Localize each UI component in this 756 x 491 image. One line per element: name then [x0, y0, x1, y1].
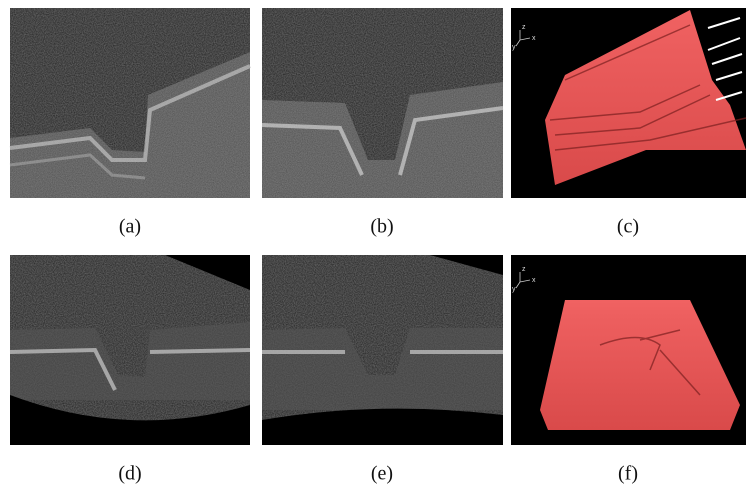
panel-d: [10, 255, 250, 445]
figure: z y x z y x (a) (b) (c) (d) (e) (f): [0, 0, 756, 491]
panel-e: [262, 255, 503, 445]
panel-f: z y x: [511, 255, 746, 445]
axis-label: z: [522, 266, 526, 273]
caption: (e): [371, 463, 393, 485]
panel-c: z y x: [511, 8, 746, 198]
caption: (d): [118, 463, 141, 485]
axis-label: x: [532, 35, 536, 42]
axis-label: z: [522, 24, 526, 31]
caption: (c): [617, 216, 639, 238]
axis-label: y: [512, 286, 516, 293]
caption: (b): [370, 216, 393, 238]
axis-label: x: [532, 277, 536, 284]
axis-label: y: [512, 44, 516, 51]
caption: (f): [618, 463, 638, 485]
panel-b: [262, 8, 503, 198]
caption: (a): [119, 216, 141, 238]
panel-a: [10, 8, 250, 198]
